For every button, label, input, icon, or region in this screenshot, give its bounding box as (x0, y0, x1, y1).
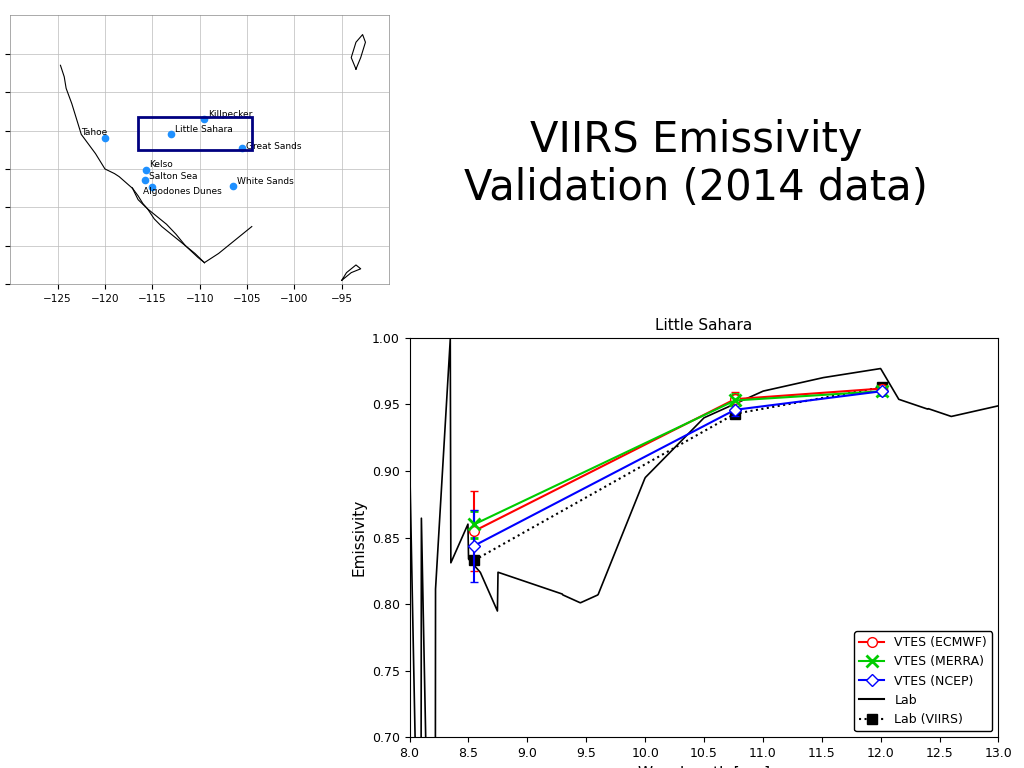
Text: Kelso: Kelso (150, 161, 173, 170)
X-axis label: Wavelength [μm]: Wavelength [μm] (638, 766, 770, 768)
Bar (138, 117, 252, 150)
Text: Tahoe: Tahoe (81, 128, 108, 137)
Text: Salton Sea: Salton Sea (148, 172, 197, 181)
Text: Great Sands: Great Sands (246, 142, 302, 151)
Text: Little Sahara: Little Sahara (175, 125, 232, 134)
Title: Little Sahara: Little Sahara (655, 318, 753, 333)
Text: VIIRS Emissivity
Validation (2014 data): VIIRS Emissivity Validation (2014 data) (464, 119, 929, 209)
Text: Algodones Dunes: Algodones Dunes (142, 187, 221, 197)
Text: White Sands: White Sands (237, 177, 293, 187)
Legend: VTES (ECMWF), VTES (MERRA), VTES (NCEP), Lab, Lab (VIIRS): VTES (ECMWF), VTES (MERRA), VTES (NCEP),… (854, 631, 992, 731)
Y-axis label: Emissivity: Emissivity (351, 499, 367, 576)
Text: Killpecker: Killpecker (208, 110, 253, 119)
